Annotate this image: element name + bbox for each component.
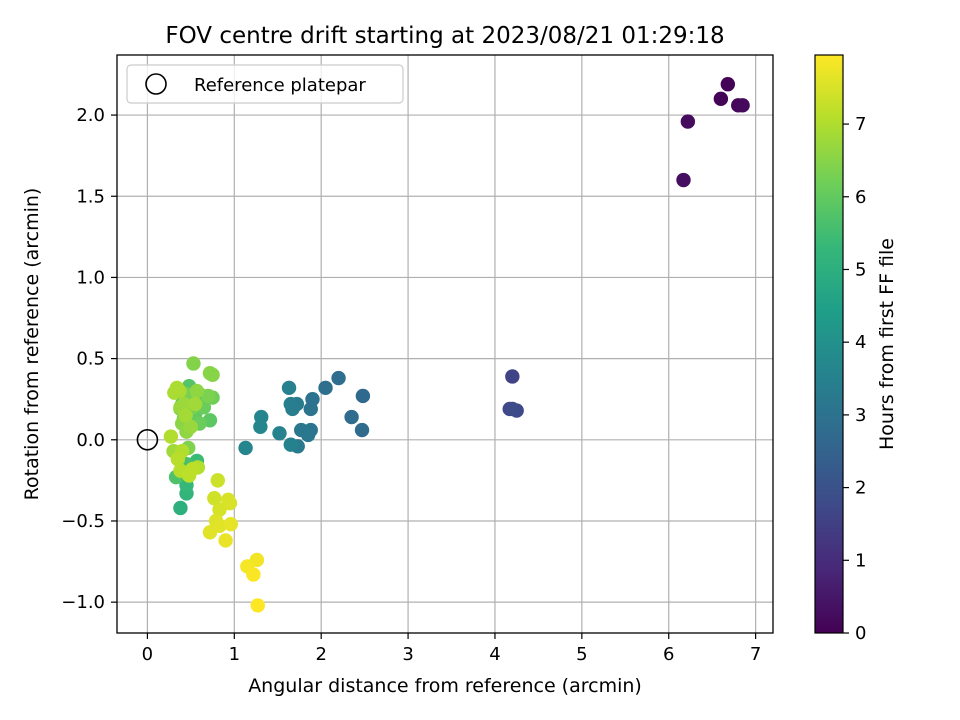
x-tick-label: 6 — [663, 644, 674, 665]
data-point — [253, 419, 268, 435]
colorbar-ticks: 0 1 2 3 4 5 6 7 — [843, 114, 866, 644]
data-points — [163, 77, 750, 613]
reference-platepar-marker — [136, 428, 159, 451]
data-point — [173, 500, 188, 516]
x-tick-label: 7 — [750, 644, 761, 665]
data-point — [163, 429, 179, 444]
data-point — [735, 98, 750, 113]
data-point — [720, 77, 736, 92]
y-tick-label: 0.0 — [76, 430, 105, 451]
colorbar-tick-label: 1 — [855, 550, 866, 571]
colorbar-tick-label: 6 — [855, 187, 866, 208]
data-point — [318, 380, 333, 396]
y-axis-label: Rotation from reference (arcmin) — [21, 188, 43, 501]
data-point — [505, 401, 520, 417]
y-tick-label: −0.5 — [61, 511, 105, 532]
x-tick-label: 4 — [489, 644, 500, 665]
data-point — [354, 422, 370, 438]
colorbar-label: Hours from first FF file — [876, 238, 898, 450]
data-point — [303, 401, 318, 417]
x-axis-ticks: 0 1 2 3 4 5 6 7 — [142, 633, 761, 665]
data-point — [201, 388, 216, 404]
plot-frame — [116, 54, 774, 634]
colorbar — [814, 54, 844, 634]
data-point — [183, 419, 199, 435]
data-point — [281, 380, 297, 396]
legend-label: Reference platepar — [194, 75, 366, 96]
colorbar-tick-label: 3 — [855, 405, 866, 426]
colorbar-tick-label: 4 — [855, 332, 866, 353]
x-tick-label: 0 — [142, 644, 153, 665]
data-point — [355, 388, 371, 404]
data-point — [505, 369, 520, 384]
chart-title: FOV centre drift starting at 2023/08/21 … — [165, 23, 724, 49]
data-point — [713, 91, 729, 107]
y-tick-label: 1.0 — [76, 267, 105, 288]
data-point — [222, 495, 238, 511]
y-tick-label: −1.0 — [61, 592, 105, 613]
colorbar-tick-label: 7 — [855, 114, 866, 135]
colorbar-tick-label: 2 — [855, 478, 866, 499]
data-point — [186, 356, 201, 371]
data-point — [207, 491, 222, 506]
legend: Reference platepar — [126, 64, 404, 104]
data-point — [212, 502, 227, 517]
colorbar-tick-label: 5 — [855, 259, 866, 280]
x-tick-label: 1 — [229, 644, 240, 665]
data-point — [170, 452, 186, 467]
data-point — [680, 114, 696, 129]
colorbar-tick-label: 0 — [855, 623, 866, 644]
data-point — [181, 468, 197, 483]
data-point — [223, 517, 239, 532]
data-point — [283, 437, 298, 452]
y-axis-ticks: −1.0 −0.5 0.0 0.5 1.0 1.5 2.0 — [61, 105, 117, 613]
x-axis-label: Angular distance from reference (arcmin) — [248, 675, 642, 697]
x-tick-label: 3 — [402, 644, 413, 665]
data-point — [176, 396, 192, 412]
data-point — [250, 598, 265, 613]
data-point — [210, 473, 225, 488]
data-point — [178, 408, 193, 423]
data-point — [189, 383, 205, 399]
y-tick-label: 1.5 — [76, 186, 105, 207]
data-point — [283, 396, 298, 412]
data-point — [187, 396, 203, 412]
data-point — [344, 409, 359, 425]
y-tick-label: 0.5 — [76, 349, 105, 370]
grid-lines — [117, 55, 773, 633]
data-point — [238, 440, 253, 456]
data-point — [294, 422, 309, 438]
data-point — [331, 370, 346, 386]
data-point — [205, 367, 220, 383]
x-tick-label: 5 — [576, 644, 587, 665]
data-point — [218, 533, 233, 548]
legend-marker-icon — [145, 73, 167, 95]
legend-box — [126, 64, 404, 104]
data-point — [246, 567, 261, 582]
y-tick-label: 2.0 — [76, 105, 105, 126]
data-point — [202, 525, 218, 540]
data-point — [169, 380, 185, 396]
data-point — [272, 426, 287, 441]
data-point — [676, 172, 691, 188]
x-tick-label: 2 — [315, 644, 326, 665]
